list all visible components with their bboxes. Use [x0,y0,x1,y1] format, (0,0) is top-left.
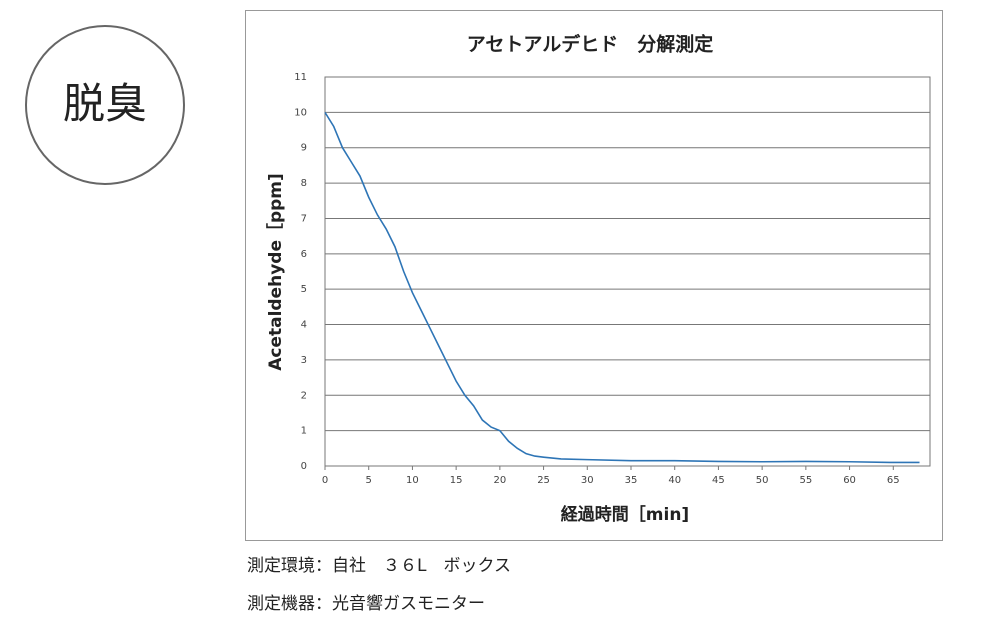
y-tick-label: 11 [294,72,307,83]
x-tick-label: 0 [322,475,328,486]
plot-area [324,76,931,467]
y-tick-label: 10 [294,107,307,118]
note: 測定機器：光音響ガスモニター [247,594,485,614]
x-tick-label: 55 [799,475,812,486]
x-tick-label: 65 [887,475,900,486]
y-tick-label: 9 [301,143,307,154]
chart-title: アセトアルデヒド 分解測定 [467,33,713,56]
y-tick-label: 6 [301,249,307,260]
chart-frame [245,10,943,541]
y-tick-label: 1 [301,426,307,437]
note: 測定環境：自社 ３６L ボックス [247,556,511,576]
y-tick-label: 7 [301,213,307,224]
x-tick-label: 35 [625,475,638,486]
x-tick-label: 15 [450,475,463,486]
y-tick-label: 8 [301,178,307,189]
x-axis-label: 経過時間［min] [561,504,689,525]
y-tick-label: 2 [301,390,307,401]
x-tick-label: 25 [537,475,550,486]
badge-text: 脱臭 [63,79,147,128]
x-tick-label: 60 [843,475,856,486]
y-tick-label: 4 [301,320,307,331]
x-tick-label: 45 [712,475,725,486]
badge-circle [25,25,185,185]
x-tick-label: 10 [406,475,419,486]
x-tick-label: 40 [668,475,681,486]
y-tick-label: 5 [301,284,307,295]
y-axis-label: Acetaldehyde［ppm] [265,173,286,371]
x-tick-label: 30 [581,475,594,486]
x-tick-label: 50 [756,475,769,486]
y-tick-label: 0 [301,461,307,472]
x-tick-label: 20 [493,475,506,486]
y-tick-label: 3 [301,355,307,366]
data-line [324,111,920,464]
x-tick-label: 5 [366,475,372,486]
